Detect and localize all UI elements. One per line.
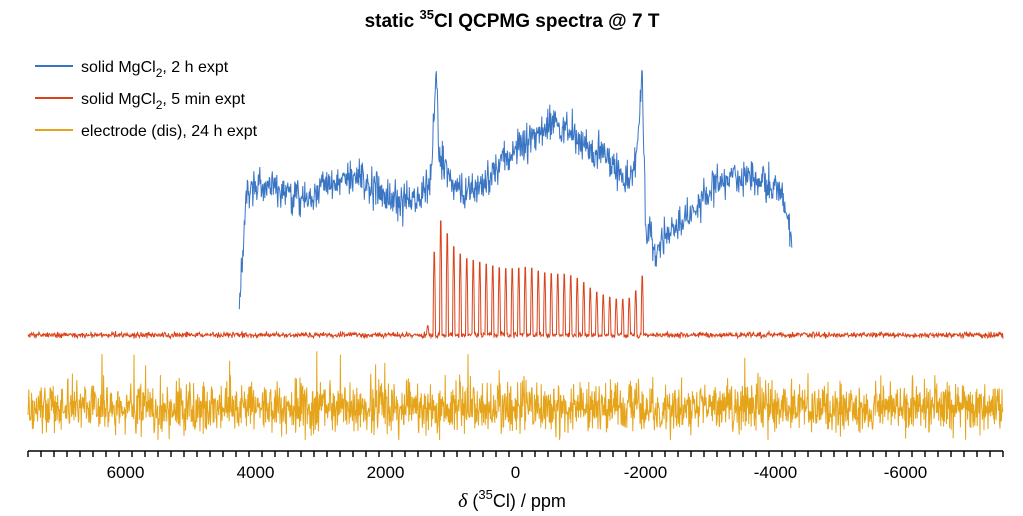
legend-label-suffix: , 2 h expt — [162, 59, 228, 76]
legend-item-mgcl2-2h: solid MgCl2, 2 h expt — [35, 59, 229, 80]
legend-item-electrode: electrode (dis), 24 h expt — [35, 123, 258, 140]
legend-label-mgcl2-5min: solid MgCl2, 5 min expt — [81, 91, 246, 112]
legend-label-electrode: electrode (dis), 24 h expt — [81, 123, 258, 140]
tick-label: 0 — [511, 463, 520, 482]
x-axis-label-suffix: Cl) / ppm — [493, 491, 566, 511]
legend-label-prefix: solid MgCl — [81, 59, 156, 76]
series-line-mgcl2-2h — [238, 70, 793, 310]
tick-label: 2000 — [367, 463, 405, 482]
legend-item-mgcl2-5min: solid MgCl2, 5 min expt — [35, 91, 246, 112]
x-axis-label-symbol: δ — [458, 490, 468, 512]
x-axis: 6000 4000 2000 0 -2000 -4000 -6000 — [27, 450, 1004, 482]
legend-label-prefix: solid MgCl — [81, 91, 156, 108]
tick-label: -2000 — [624, 463, 667, 482]
series-line-electrode — [27, 351, 1004, 441]
legend-label-subscript: 2 — [156, 66, 163, 80]
x-axis-tick-labels: 6000 4000 2000 0 -2000 -4000 -6000 — [107, 463, 928, 482]
x-axis-label-open: ( — [467, 491, 478, 511]
chart-title: static 35Cl QCPMG spectra @ 7 T — [365, 7, 660, 32]
legend-label-subscript: 2 — [156, 98, 163, 112]
tick-label: 4000 — [237, 463, 275, 482]
tick-label: -4000 — [754, 463, 797, 482]
chart-title-prefix: static — [365, 11, 420, 32]
tick-label: 6000 — [107, 463, 145, 482]
tick-label: -6000 — [884, 463, 927, 482]
chart-title-suffix: Cl QCPMG spectra @ 7 T — [434, 11, 660, 32]
legend: solid MgCl2, 2 h expt solid MgCl2, 5 min… — [35, 59, 258, 140]
legend-label-suffix: , 5 min expt — [162, 91, 245, 108]
x-axis-label: δ (35Cl) / ppm — [458, 487, 566, 512]
x-axis-ticks — [27, 451, 1004, 457]
spectrum-traces — [27, 70, 1004, 441]
chart-title-superscript: 35 — [419, 7, 433, 22]
series-line-mgcl2-5min — [27, 220, 1004, 340]
legend-label-mgcl2-2h: solid MgCl2, 2 h expt — [81, 59, 229, 80]
x-axis-label-superscript: 35 — [478, 487, 492, 502]
